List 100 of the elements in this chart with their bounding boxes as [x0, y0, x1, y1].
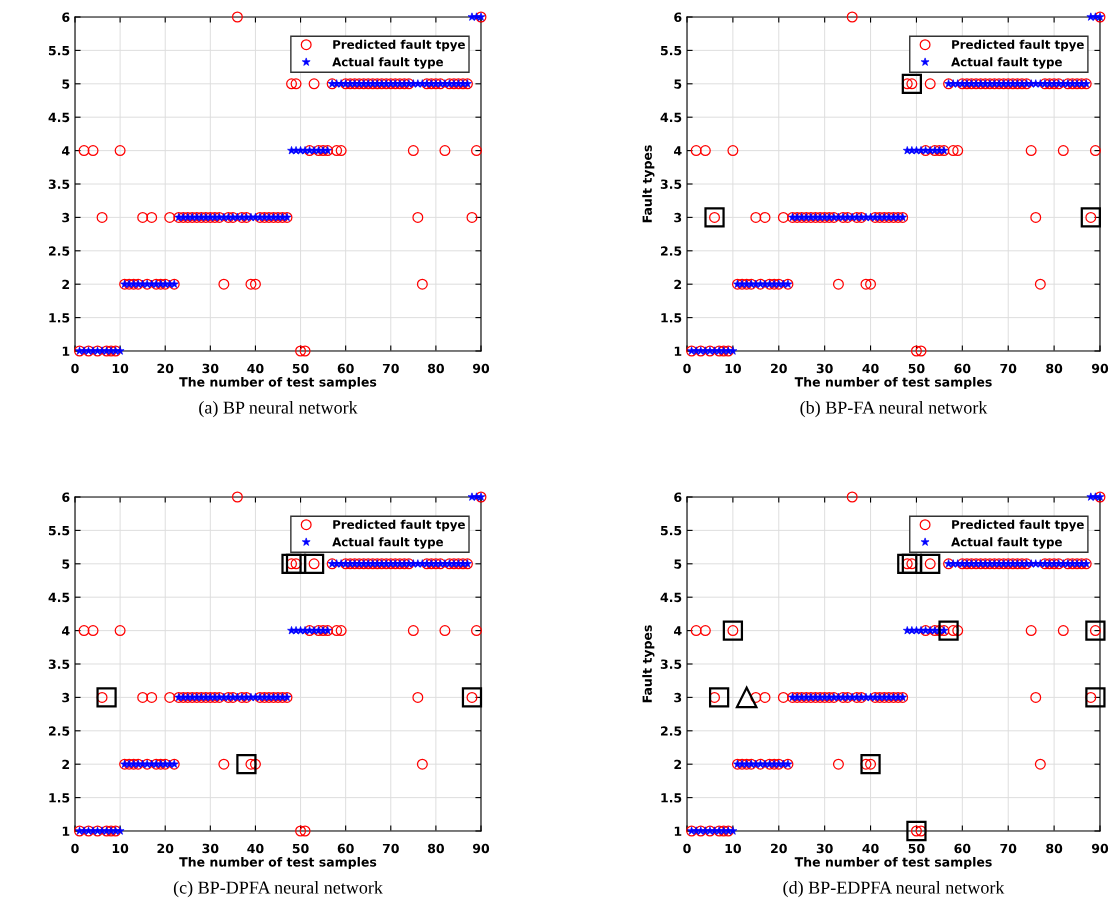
y-tick-label: 5.5 — [48, 46, 70, 56]
y-tick-label: 4.5 — [48, 112, 70, 123]
x-tick-label: 60 — [954, 363, 971, 374]
y-tick-label: 6 — [62, 12, 70, 22]
y-tick-label: 4 — [674, 626, 682, 636]
x-tick-label: 80 — [427, 843, 444, 854]
legend-label: Actual fault type — [951, 57, 1062, 69]
y-tick-label: 2 — [674, 279, 682, 289]
x-tick-label: 40 — [862, 363, 879, 374]
x-tick-label: 40 — [247, 363, 264, 374]
x-tick-label: 60 — [337, 843, 354, 854]
x-tick-label: 10 — [725, 363, 741, 374]
y-tick-label: 5.5 — [660, 46, 682, 56]
point — [96, 687, 117, 708]
legend-label: Predicted fault tpye — [333, 519, 465, 532]
y-tick-label: 4 — [62, 626, 70, 636]
x-tick-label: 30 — [816, 843, 833, 854]
x-tick-label: 50 — [908, 843, 925, 854]
x-tick-label: 60 — [954, 843, 971, 854]
y-tick-label: 3 — [62, 692, 70, 703]
y-tick-label: 3.5 — [48, 659, 70, 669]
y-tick-label: 2 — [62, 279, 70, 289]
x-tick-label: 70 — [382, 363, 399, 374]
y-tick-label: 3.5 — [660, 179, 682, 189]
x-tick-label: 30 — [202, 363, 219, 374]
y-tick-label: 5.5 — [660, 526, 682, 536]
y-tick-label: 4 — [674, 146, 682, 156]
y-tick-label: 6 — [674, 492, 682, 502]
x-tick-label: 70 — [1000, 363, 1017, 374]
y-tick-label: 5 — [62, 79, 70, 89]
legend-label: Actual fault type — [951, 537, 1062, 549]
x-tick-label: 10 — [725, 843, 741, 854]
x-tick-label: 30 — [202, 843, 219, 854]
y-tick-label: 1 — [62, 346, 70, 356]
x-tick-label: 10 — [112, 843, 129, 854]
point — [1085, 620, 1106, 641]
point — [285, 553, 307, 574]
legend-label: Actual fault type — [332, 537, 444, 549]
y-tick-label: 3 — [62, 212, 70, 223]
text: (c) BP-DPFA neural network — [173, 881, 383, 898]
point — [708, 687, 730, 708]
y-tick-label: 4.5 — [48, 592, 70, 603]
point — [722, 620, 744, 641]
x-tick-label: 80 — [427, 363, 444, 374]
point — [461, 687, 483, 708]
x-tick-label: 70 — [1000, 843, 1017, 854]
y-tick-label: 3 — [674, 692, 682, 703]
x-tick-label: 10 — [112, 363, 129, 374]
x-tick-label: 50 — [292, 363, 309, 374]
point — [735, 686, 758, 709]
x-tick-label: 0 — [683, 843, 691, 854]
x-tick-label: 60 — [337, 363, 354, 374]
y-axis-title: Fault types — [642, 625, 655, 703]
point — [303, 553, 325, 574]
point — [938, 620, 959, 641]
legend-label: Actual fault type — [332, 57, 444, 69]
y-tick-label: 2.5 — [660, 726, 682, 736]
y-tick-label: 2.5 — [48, 726, 70, 736]
y-tick-label: 1 — [62, 826, 70, 836]
text: (d) BP-EDPFA neural network — [783, 881, 1005, 898]
x-axis-title: The number of test samples — [179, 856, 377, 870]
text: (b) BP-FA neural network — [800, 401, 988, 418]
y-tick-label: 1.5 — [661, 313, 682, 323]
text: (a) BP neural network — [199, 401, 358, 418]
x-tick-label: 0 — [71, 363, 79, 374]
y-tick-label: 3 — [674, 212, 682, 223]
y-tick-label: 1.5 — [49, 793, 70, 803]
y-tick-label: 1.5 — [661, 793, 682, 803]
x-tick-label: 0 — [683, 363, 691, 374]
x-tick-label: 50 — [908, 363, 925, 374]
x-tick-label: 0 — [71, 843, 79, 854]
point — [920, 553, 941, 574]
x-tick-label: 90 — [1091, 843, 1109, 854]
x-tick-label: 50 — [292, 843, 309, 854]
x-axis-title: The number of test samples — [794, 856, 992, 870]
y-tick-label: 1 — [674, 346, 682, 356]
x-tick-label: 90 — [1091, 363, 1109, 374]
y-tick-label: 4.5 — [660, 112, 682, 123]
y-tick-label: 2.5 — [660, 246, 682, 256]
y-tick-label: 3.5 — [660, 659, 682, 669]
y-tick-label: 5 — [62, 559, 70, 569]
x-tick-label: 90 — [472, 843, 490, 854]
point — [1085, 687, 1106, 708]
x-tick-label: 20 — [771, 363, 787, 374]
x-tick-label: 30 — [816, 363, 833, 374]
x-tick-label: 40 — [247, 843, 264, 854]
point — [860, 754, 881, 775]
x-tick-label: 40 — [862, 843, 879, 854]
x-tick-label: 70 — [382, 843, 399, 854]
x-axis-title: The number of test samples — [179, 376, 377, 390]
x-axis-title: The number of test samples — [794, 376, 992, 390]
x-tick-label: 80 — [1046, 363, 1063, 374]
x-tick-label: 20 — [157, 843, 174, 854]
y-tick-label: 4 — [62, 146, 70, 156]
y-tick-label: 3.5 — [48, 179, 70, 189]
y-tick-label: 4.5 — [660, 592, 682, 603]
legend-label: Predicted fault tpye — [952, 39, 1084, 52]
y-tick-label: 6 — [674, 12, 682, 22]
point — [281, 553, 302, 574]
x-tick-label: 90 — [472, 363, 490, 374]
